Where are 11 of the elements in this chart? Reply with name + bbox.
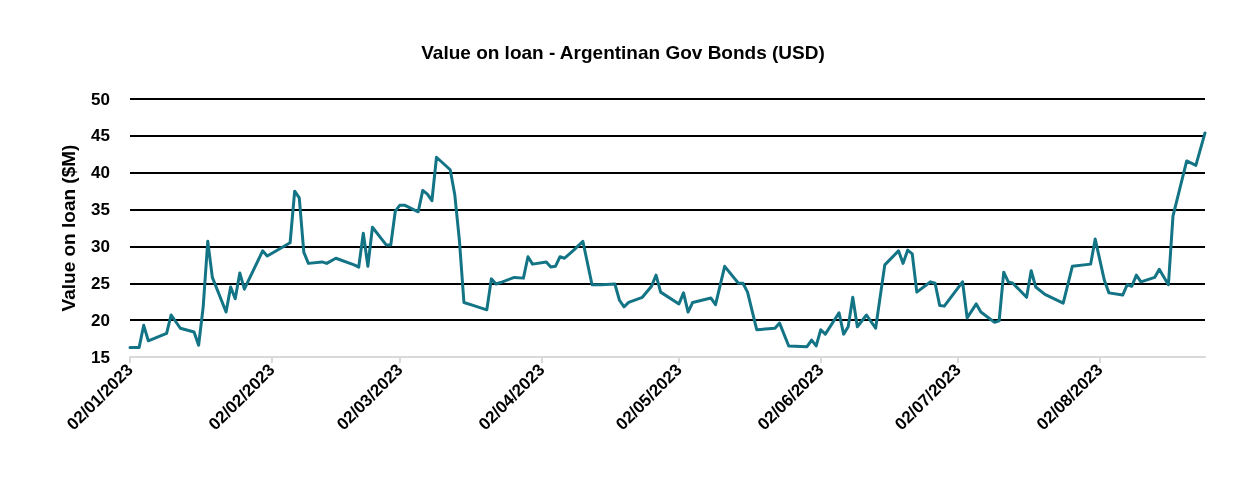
chart-title: Value on loan - Argentinan Gov Bonds (USD)	[421, 42, 825, 63]
y-axis-title: Value on loan ($M)	[58, 144, 79, 312]
y-tick-label: 25	[91, 273, 110, 293]
y-tick-label: 40	[91, 163, 110, 183]
y-tick-label: 20	[91, 310, 110, 330]
y-tick-label: 35	[91, 200, 110, 220]
y-tick-label: 50	[91, 89, 110, 109]
y-tick-label: 15	[91, 347, 110, 367]
y-tick-label: 30	[91, 236, 110, 256]
line-series	[128, 131, 1207, 349]
y-tick-label: 45	[91, 126, 110, 146]
